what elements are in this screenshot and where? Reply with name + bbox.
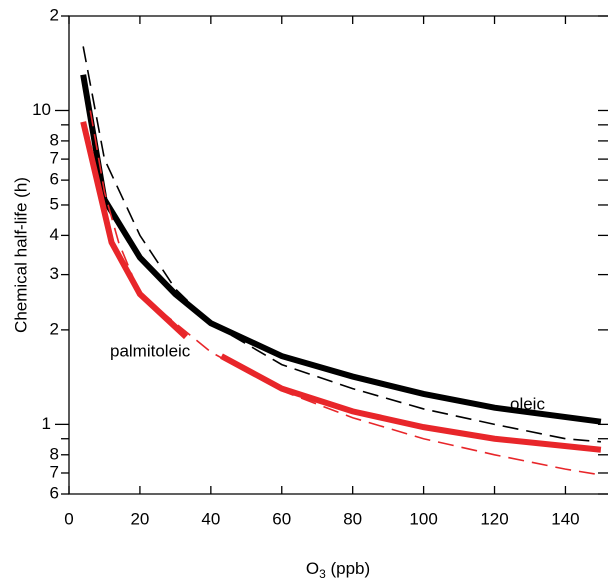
x-tick-label: 0	[64, 509, 73, 528]
x-tick-label: 100	[409, 509, 437, 528]
x-axis-title: O3 (ppb)	[306, 559, 370, 581]
x-title-main: O	[306, 559, 319, 578]
y-tick-label: 10	[32, 100, 51, 119]
y-tick-label: 3	[50, 264, 59, 283]
series-label: oleic	[510, 394, 545, 413]
dashed-line	[82, 46, 601, 443]
series-label: palmitoleic	[110, 341, 191, 360]
y-tick-label: 8	[50, 130, 59, 149]
y-tick-label: 7	[50, 149, 59, 168]
line	[80, 74, 602, 425]
y-tick-label: 6	[50, 170, 59, 189]
y-tick-label: 2	[50, 319, 59, 338]
y-tick-label: 4	[50, 225, 59, 244]
x-tick-label: 140	[551, 509, 579, 528]
y-tick-label: 2	[50, 5, 59, 24]
x-tick-label: 40	[201, 509, 220, 528]
x-tick-label: 20	[130, 509, 149, 528]
x-tick-label: 120	[480, 509, 508, 528]
y-tick-label: 5	[50, 194, 59, 213]
axis-frame	[68, 15, 608, 495]
x-tick-label: 60	[272, 509, 291, 528]
x-title-rest: (ppb)	[326, 559, 370, 578]
y-tick-label: 8	[50, 444, 59, 463]
y-tick-label: 7	[50, 462, 59, 481]
y-tick-label: 1	[42, 414, 51, 433]
y-axis-title: Chemical half-life (h)	[11, 177, 30, 333]
x-tick-label: 80	[343, 509, 362, 528]
line	[80, 121, 602, 453]
dashed-line	[89, 110, 602, 476]
y-tick-label: 6	[50, 483, 59, 502]
x-title-sub: 3	[319, 567, 326, 581]
